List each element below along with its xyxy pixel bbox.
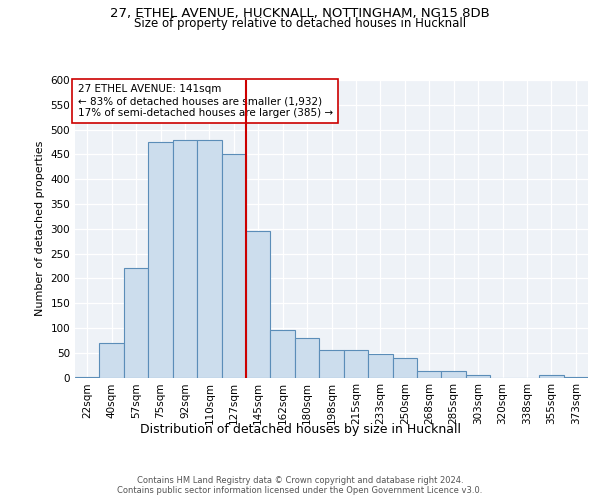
Bar — [344, 350, 368, 378]
Bar — [417, 371, 442, 378]
Text: Contains HM Land Registry data © Crown copyright and database right 2024.
Contai: Contains HM Land Registry data © Crown c… — [118, 476, 482, 495]
Bar — [392, 358, 417, 378]
Bar — [173, 140, 197, 378]
Y-axis label: Number of detached properties: Number of detached properties — [35, 141, 45, 316]
Bar — [246, 231, 271, 378]
Bar — [124, 268, 148, 378]
Bar — [221, 154, 246, 378]
Bar — [466, 375, 490, 378]
Bar — [295, 338, 319, 378]
Bar — [368, 354, 392, 378]
Bar — [563, 376, 588, 378]
Text: 27, ETHEL AVENUE, HUCKNALL, NOTTINGHAM, NG15 8DB: 27, ETHEL AVENUE, HUCKNALL, NOTTINGHAM, … — [110, 8, 490, 20]
Bar — [148, 142, 173, 378]
Bar — [75, 376, 100, 378]
Text: Size of property relative to detached houses in Hucknall: Size of property relative to detached ho… — [134, 17, 466, 30]
Bar — [197, 140, 221, 378]
Bar — [100, 343, 124, 378]
Bar — [539, 375, 563, 378]
Bar — [271, 330, 295, 378]
Text: Distribution of detached houses by size in Hucknall: Distribution of detached houses by size … — [139, 422, 461, 436]
Bar — [442, 371, 466, 378]
Text: 27 ETHEL AVENUE: 141sqm
← 83% of detached houses are smaller (1,932)
17% of semi: 27 ETHEL AVENUE: 141sqm ← 83% of detache… — [77, 84, 332, 117]
Bar — [319, 350, 344, 378]
